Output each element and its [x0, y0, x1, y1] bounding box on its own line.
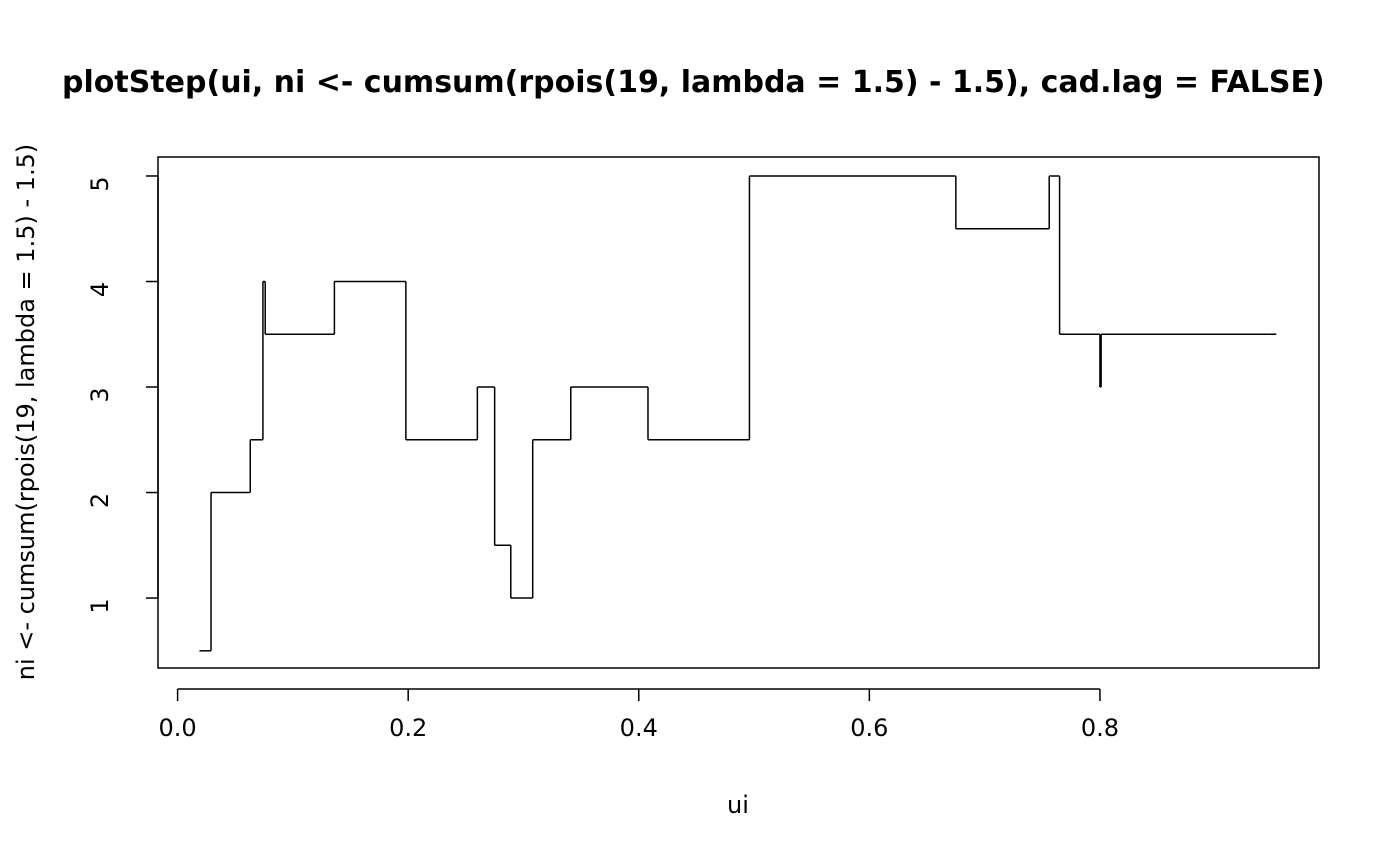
y-tick-label: 1: [86, 598, 114, 613]
y-tick-label: 5: [86, 176, 114, 191]
y-axis-label: ni <- cumsum(rpois(19, lambda = 1.5) - 1…: [12, 144, 40, 681]
x-tick-label: 0.0: [159, 714, 197, 742]
x-tick-label: 0.2: [389, 714, 427, 742]
y-tick-label: 2: [86, 493, 114, 508]
x-tick-label: 0.8: [1081, 714, 1119, 742]
chart-title: plotStep(ui, ni <- cumsum(rpois(19, lamb…: [62, 65, 1325, 100]
y-tick-label: 3: [86, 387, 114, 402]
x-tick-label: 0.6: [850, 714, 888, 742]
x-axis-label: ui: [727, 791, 749, 819]
x-tick-label: 0.4: [620, 714, 658, 742]
y-tick-label: 4: [86, 282, 114, 297]
